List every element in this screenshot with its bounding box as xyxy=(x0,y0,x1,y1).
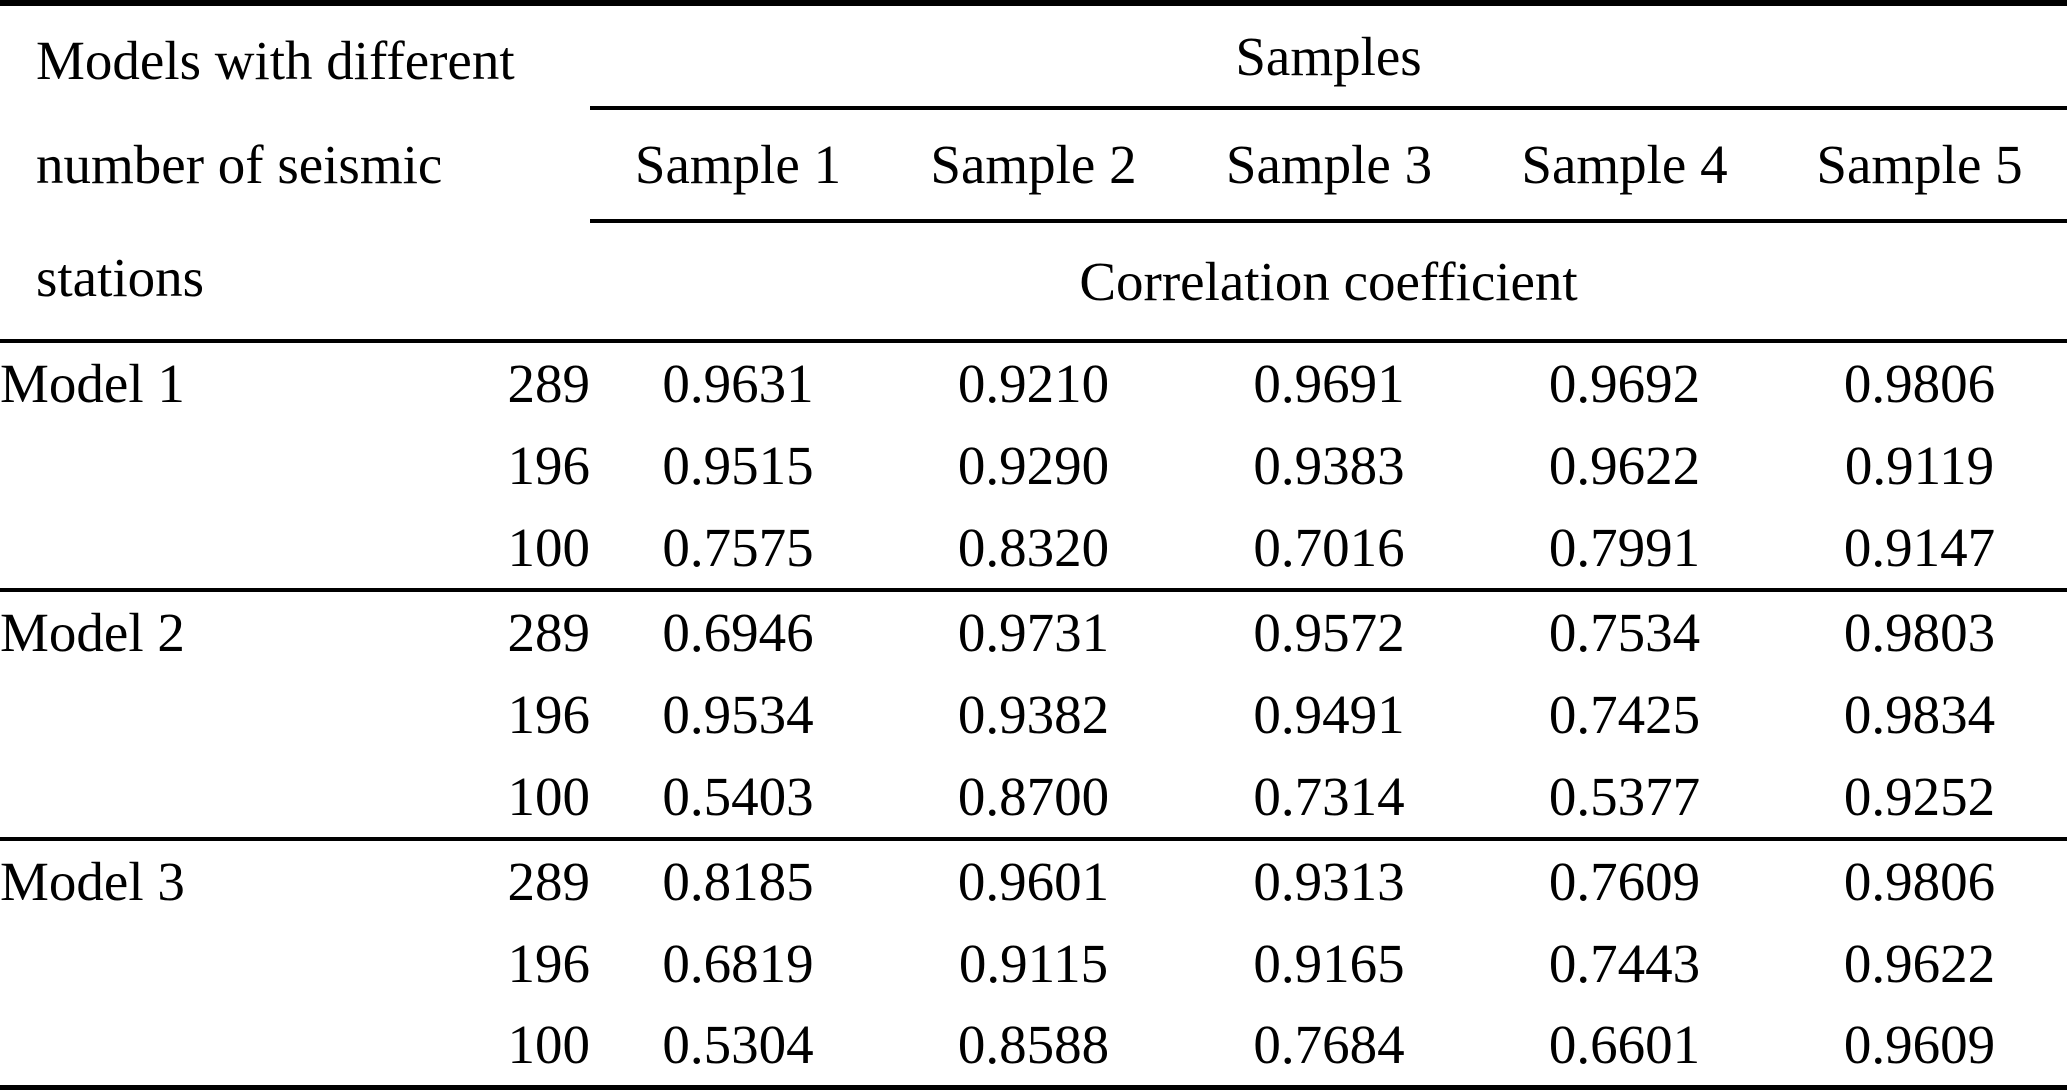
model-1-group: Model 1 289 0.9631 0.9210 0.9691 0.9692 … xyxy=(0,341,2067,590)
corr-value: 0.9691 xyxy=(1253,353,1405,414)
model-label-empty xyxy=(0,1005,440,1088)
row-group-header-line-3: stations xyxy=(36,246,205,308)
table-row: 100 0.5403 0.8700 0.7314 0.5377 0.9252 xyxy=(0,756,2067,839)
corr-value: 0.9572 xyxy=(1181,588,1477,673)
corr-value: 0.9383 xyxy=(1253,435,1405,496)
corr-value: 0.9806 xyxy=(1843,353,1996,414)
corr-value: 0.9115 xyxy=(958,933,1109,994)
corr-value: 0.7684 xyxy=(1253,1014,1405,1076)
model-3-group: Model 3 289 0.8185 0.9601 0.9313 0.7609 … xyxy=(0,837,2067,1088)
model-label-empty xyxy=(0,922,440,1005)
stations-value: 196 xyxy=(507,933,591,994)
stations-value: 196 xyxy=(507,435,591,496)
corr-value: 0.7425 xyxy=(1548,684,1701,745)
stations-value: 289 xyxy=(507,353,591,414)
model-label: Model 1 xyxy=(0,353,185,414)
table-row: 196 0.9534 0.9382 0.9491 0.7425 0.9834 xyxy=(0,673,2067,756)
table-row: Model 3 289 0.8185 0.9601 0.9313 0.7609 … xyxy=(0,837,2067,922)
table-row: 196 0.9515 0.9290 0.9383 0.9622 0.9119 xyxy=(0,424,2067,507)
corr-value: 0.9313 xyxy=(1181,837,1477,922)
corr-value: 0.5304 xyxy=(662,1014,814,1076)
sample-column-header-2: Sample 2 xyxy=(886,108,1181,223)
corr-value: 0.7314 xyxy=(1253,766,1405,827)
table-row: 196 0.6819 0.9115 0.9165 0.7443 0.9622 xyxy=(0,922,2067,1005)
corr-value: 0.5403 xyxy=(662,766,814,827)
corr-value: 0.9382 xyxy=(957,684,1110,745)
table-row: Model 2 289 0.6946 0.9731 0.9572 0.7534 … xyxy=(0,588,2067,673)
corr-value: 0.9491 xyxy=(1253,684,1405,745)
corr-value: 0.9806 xyxy=(1772,837,2067,922)
row-group-header-line-2: number of seismic xyxy=(36,134,443,195)
table-row: 100 0.7575 0.8320 0.7016 0.7991 0.9147 xyxy=(0,507,2067,590)
corr-value: 0.7991 xyxy=(1548,517,1701,578)
corr-value: 0.8588 xyxy=(957,1014,1110,1076)
sample-column-header-4: Sample 4 xyxy=(1477,108,1772,223)
stations-value: 100 xyxy=(507,517,591,578)
model-label: Model 2 xyxy=(0,588,440,673)
table-header: Models with different number of seismic … xyxy=(0,3,2067,343)
corr-value: 0.9609 xyxy=(1843,1014,1996,1076)
corr-value: 0.6946 xyxy=(590,588,886,673)
corr-value: 0.8320 xyxy=(957,517,1110,578)
metric-header: Correlation coefficient xyxy=(590,221,2067,343)
corr-value: 0.9147 xyxy=(1843,517,1996,578)
corr-value: 0.7016 xyxy=(1253,517,1405,578)
corr-value: 0.9834 xyxy=(1843,684,1996,745)
corr-value: 0.6601 xyxy=(1548,1014,1701,1076)
corr-value: 0.8185 xyxy=(590,837,886,922)
corr-value: 0.9119 xyxy=(1844,435,1995,496)
stations-value: 100 xyxy=(507,766,591,827)
corr-value: 0.9631 xyxy=(662,353,814,414)
sample-column-header-3: Sample 3 xyxy=(1181,108,1477,223)
model-label-empty xyxy=(0,507,440,590)
corr-value: 0.6819 xyxy=(662,933,814,994)
corr-value: 0.9252 xyxy=(1843,766,1996,827)
corr-value: 0.8700 xyxy=(957,766,1110,827)
stations-value: 100 xyxy=(507,1014,591,1076)
stations-value: 196 xyxy=(507,684,591,745)
corr-value: 0.9210 xyxy=(957,353,1110,414)
corr-value: 0.9622 xyxy=(1843,933,1996,994)
model-label-empty xyxy=(0,673,440,756)
model-label-empty xyxy=(0,424,440,507)
corr-value: 0.7443 xyxy=(1548,933,1701,994)
stations-value: 289 xyxy=(440,837,590,922)
row-group-header-line-1: Models with different xyxy=(36,29,515,91)
stations-value: 289 xyxy=(440,588,590,673)
model-2-group: Model 2 289 0.6946 0.9731 0.9572 0.7534 … xyxy=(0,588,2067,839)
samples-group-header: Samples xyxy=(590,3,2067,110)
corr-value: 0.9692 xyxy=(1548,353,1701,414)
corr-value: 0.9731 xyxy=(886,588,1181,673)
corr-value: 0.7575 xyxy=(662,517,814,578)
corr-value: 0.9290 xyxy=(957,435,1110,496)
sample-column-header-1: Sample 1 xyxy=(590,108,886,223)
row-group-header-cell: Models with different number of seismic … xyxy=(0,3,590,343)
corr-value: 0.7534 xyxy=(1477,588,1772,673)
corr-value: 0.9622 xyxy=(1548,435,1701,496)
corr-value: 0.9165 xyxy=(1253,933,1405,994)
model-label: Model 3 xyxy=(0,837,440,922)
corr-value: 0.9601 xyxy=(886,837,1181,922)
corr-value: 0.7609 xyxy=(1477,837,1772,922)
corr-value: 0.5377 xyxy=(1548,766,1701,827)
corr-value: 0.9803 xyxy=(1772,588,2067,673)
corr-value: 0.9534 xyxy=(662,684,814,745)
corr-value: 0.9515 xyxy=(662,435,814,496)
table-row: 100 0.5304 0.8588 0.7684 0.6601 0.9609 xyxy=(0,1005,2067,1088)
model-label-empty xyxy=(0,756,440,839)
table-row: Model 1 289 0.9631 0.9210 0.9691 0.9692 … xyxy=(0,341,2067,424)
sample-column-header-5: Sample 5 xyxy=(1772,108,2067,223)
